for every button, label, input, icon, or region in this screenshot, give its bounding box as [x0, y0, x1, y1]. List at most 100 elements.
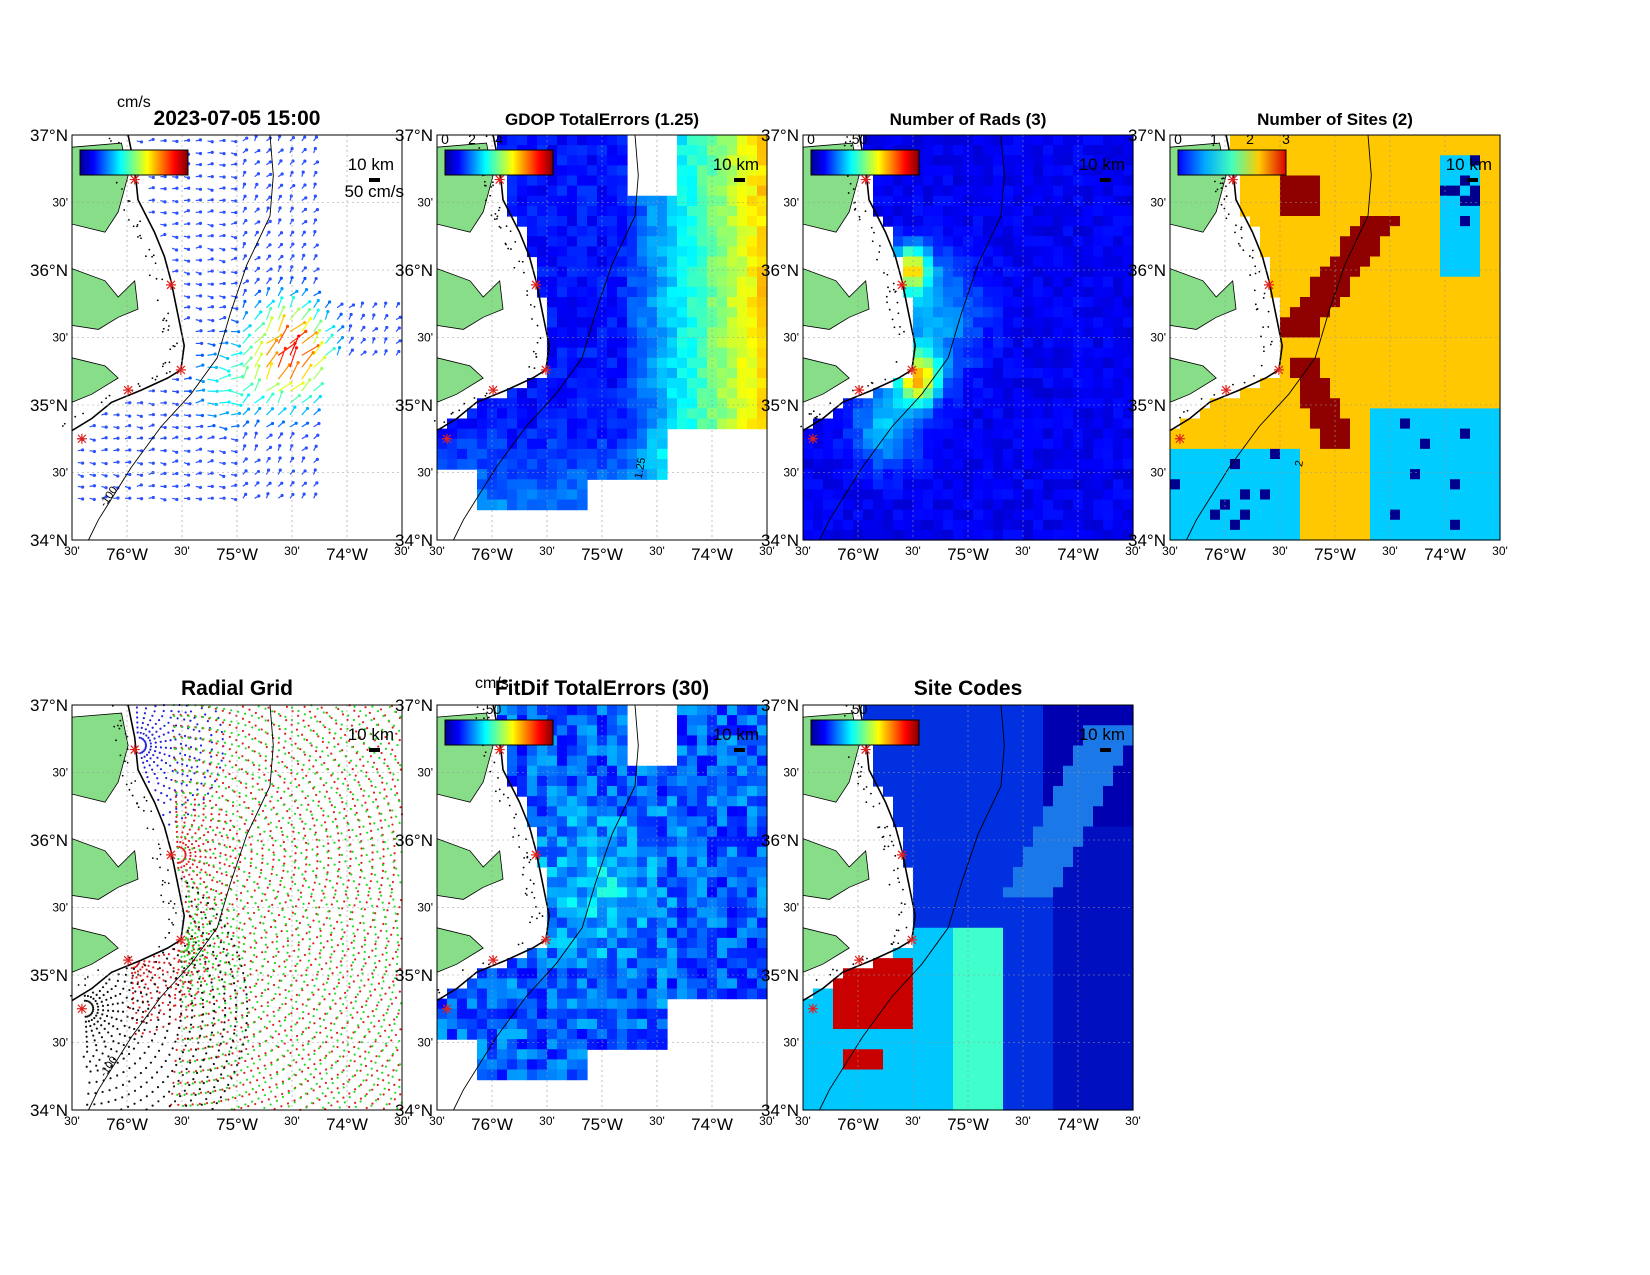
heat-cell: [1400, 276, 1411, 288]
heat-cell: [1300, 448, 1311, 460]
heat-cell: [1430, 327, 1441, 339]
heat-cell: [517, 448, 528, 460]
radial-grid-point: [232, 931, 235, 935]
heat-cell: [1093, 367, 1104, 379]
heat-cell: [1310, 479, 1321, 490]
vector-head: [227, 369, 231, 373]
heat-cell: [1013, 216, 1024, 227]
current-vector: [277, 315, 285, 332]
radial-grid-point: [243, 922, 246, 925]
heat-cell: [923, 135, 934, 146]
heat-cell: [1013, 408, 1024, 420]
heat-cell: [557, 469, 568, 480]
radial-grid-point: [256, 882, 259, 885]
vector-head: [186, 462, 191, 466]
coast-dot: [1240, 236, 1243, 239]
heat-cell: [667, 276, 678, 288]
radial-grid-point: [156, 777, 159, 780]
heat-cell: [1073, 357, 1084, 369]
heat-cell: [823, 438, 834, 450]
heat-cell: [1480, 408, 1491, 420]
heat-cell: [1023, 155, 1034, 166]
heat-cell: [1270, 226, 1281, 237]
heat-cell: [1410, 408, 1421, 420]
heat-cell: [913, 276, 924, 288]
heat-cell: [497, 418, 508, 430]
vector-head: [350, 348, 354, 352]
vector-head: [222, 474, 226, 478]
heat-cell: [697, 418, 708, 430]
heat-cell: [883, 428, 894, 440]
heat-cell: [953, 185, 964, 197]
vector-head: [224, 427, 228, 431]
coast-dot: [494, 212, 497, 215]
heat-cell: [1290, 145, 1301, 156]
vector-head: [175, 235, 179, 239]
vector-head: [198, 234, 203, 238]
current-vector: [219, 389, 231, 392]
heat-cell: [913, 367, 924, 379]
vector-head: [268, 243, 272, 247]
heat-cell: [1240, 195, 1251, 207]
radial-grid-point: [225, 874, 228, 877]
radial-grid-point: [167, 721, 170, 724]
heat-cell: [923, 499, 934, 511]
vector-head: [175, 390, 180, 394]
heat-cell: [1073, 145, 1084, 156]
vector-head: [198, 198, 203, 202]
heat-cell: [1330, 499, 1341, 511]
lat-tick-label: 36°N: [1128, 261, 1166, 280]
radial-grid-point: [271, 837, 274, 840]
heat-cell: [1260, 175, 1271, 187]
heat-cell: [547, 459, 558, 470]
heat-cell: [1230, 489, 1241, 501]
heat-cell: [913, 469, 924, 480]
heat-cell: [567, 165, 578, 177]
heat-cell: [527, 499, 538, 511]
heat-cell: [1083, 155, 1094, 166]
radial-grid-point: [181, 763, 184, 766]
radial-grid-point: [261, 847, 264, 850]
heat-cell: [1210, 428, 1221, 440]
heat-cell: [1370, 297, 1381, 308]
vector-head: [222, 223, 226, 227]
heat-cell: [833, 438, 844, 450]
heat-cell: [813, 479, 824, 490]
coast-dot: [852, 188, 855, 190]
coast-dot: [876, 258, 878, 261]
vector-head: [256, 266, 261, 270]
heat-cell: [1410, 337, 1421, 349]
current-vector: [254, 396, 264, 404]
heat-cell: [1410, 529, 1421, 541]
heat-cell: [587, 165, 598, 177]
radial-grid-point: [218, 813, 221, 816]
heat-cell: [1420, 145, 1431, 156]
heat-cell: [1083, 428, 1094, 440]
heat-cell: [1093, 509, 1104, 521]
heat-cell: [1320, 246, 1331, 258]
heat-cell: [893, 175, 904, 187]
heat-cell: [1400, 236, 1411, 247]
radial-grid-point: [165, 776, 168, 780]
heat-cell: [1310, 418, 1321, 430]
heat-cell: [1063, 428, 1074, 440]
vector-head: [104, 412, 108, 416]
lon-tick-label: 74°W: [326, 545, 368, 564]
heat-cell: [1360, 398, 1371, 409]
heat-cell: [567, 388, 578, 399]
radial-grid-point: [209, 848, 212, 851]
heat-cell: [1490, 529, 1501, 541]
vector-head: [244, 469, 248, 473]
heat-cell: [1043, 205, 1054, 217]
heat-cell: [587, 438, 598, 450]
heat-cell: [1280, 297, 1291, 308]
vector-head: [201, 398, 205, 402]
vector-head: [222, 248, 226, 252]
heat-cell: [993, 469, 1004, 480]
heat-cell: [813, 459, 824, 470]
heat-cell: [1490, 367, 1501, 379]
radial-grid-point: [199, 751, 202, 754]
vector-head: [316, 298, 320, 303]
heat-cell: [983, 459, 994, 470]
heat-cell: [737, 317, 748, 328]
